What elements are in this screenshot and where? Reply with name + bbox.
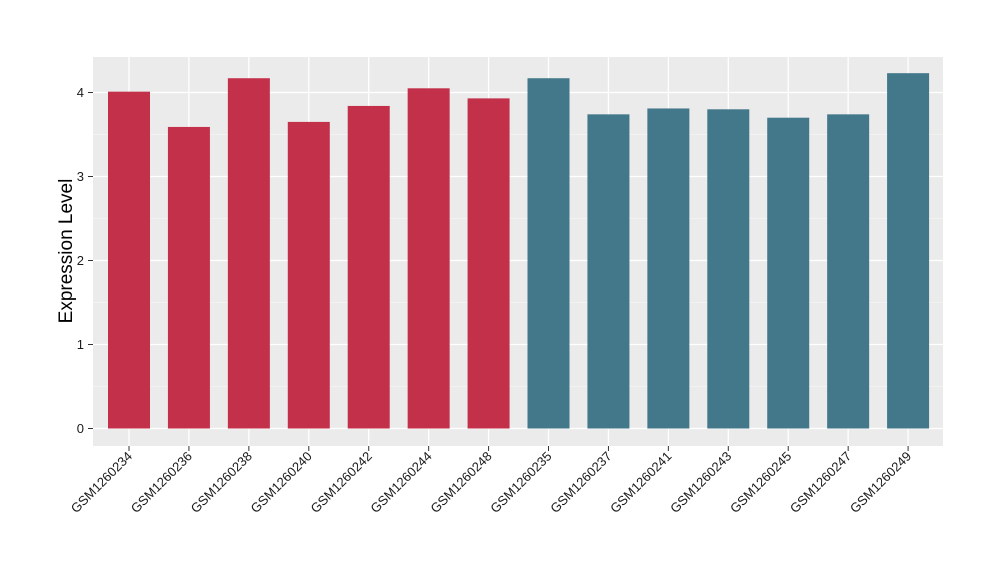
x-tick-label: GSM1260247 <box>787 449 854 516</box>
x-tick-label: GSM1260238 <box>188 449 255 516</box>
y-axis-title: Expression Level <box>56 179 77 324</box>
bar-GSM1260244 <box>407 88 450 429</box>
y-tick-label: 1 <box>77 337 84 352</box>
x-tick-label: GSM1260248 <box>427 449 494 516</box>
x-tick-label: GSM1260240 <box>248 449 315 516</box>
y-tick-label: 3 <box>77 169 84 184</box>
plot-panel <box>93 57 943 446</box>
x-tick-label: GSM1260235 <box>487 449 554 516</box>
x-tick-label: GSM1260237 <box>547 449 614 516</box>
bar-GSM1260247 <box>827 114 870 429</box>
bar-GSM1260245 <box>767 117 810 429</box>
bar-GSM1260240 <box>287 121 330 429</box>
bar-GSM1260238 <box>227 78 270 429</box>
x-tick-label: GSM1260241 <box>607 449 674 516</box>
bar-GSM1260241 <box>647 108 690 429</box>
x-tick-label: GSM1260244 <box>367 449 434 516</box>
bar-GSM1260248 <box>467 98 510 429</box>
y-tick-label: 2 <box>77 253 84 268</box>
bar-GSM1260236 <box>167 126 210 429</box>
x-tick-label: GSM1260243 <box>667 449 734 516</box>
bar-GSM1260237 <box>587 114 630 429</box>
y-tick-label: 0 <box>77 421 84 436</box>
y-axis: 0 1 2 3 4 <box>77 85 93 436</box>
x-tick-label: GSM1260242 <box>308 449 375 516</box>
bar-GSM1260243 <box>707 109 750 429</box>
x-tick-label: GSM1260236 <box>128 449 195 516</box>
bar-GSM1260234 <box>108 91 150 429</box>
x-tick-label: GSM1260245 <box>727 449 794 516</box>
y-tick-label: 4 <box>77 85 84 100</box>
bar-GSM1260235 <box>527 78 570 429</box>
x-tick-label: GSM1260249 <box>847 449 914 516</box>
bars <box>108 73 930 429</box>
x-tick-label: GSM1260234 <box>68 449 135 516</box>
x-axis: GSM1260234GSM1260236GSM1260238GSM1260240… <box>68 446 914 516</box>
bar-GSM1260242 <box>347 105 390 429</box>
bar-GSM1260249 <box>887 73 930 429</box>
